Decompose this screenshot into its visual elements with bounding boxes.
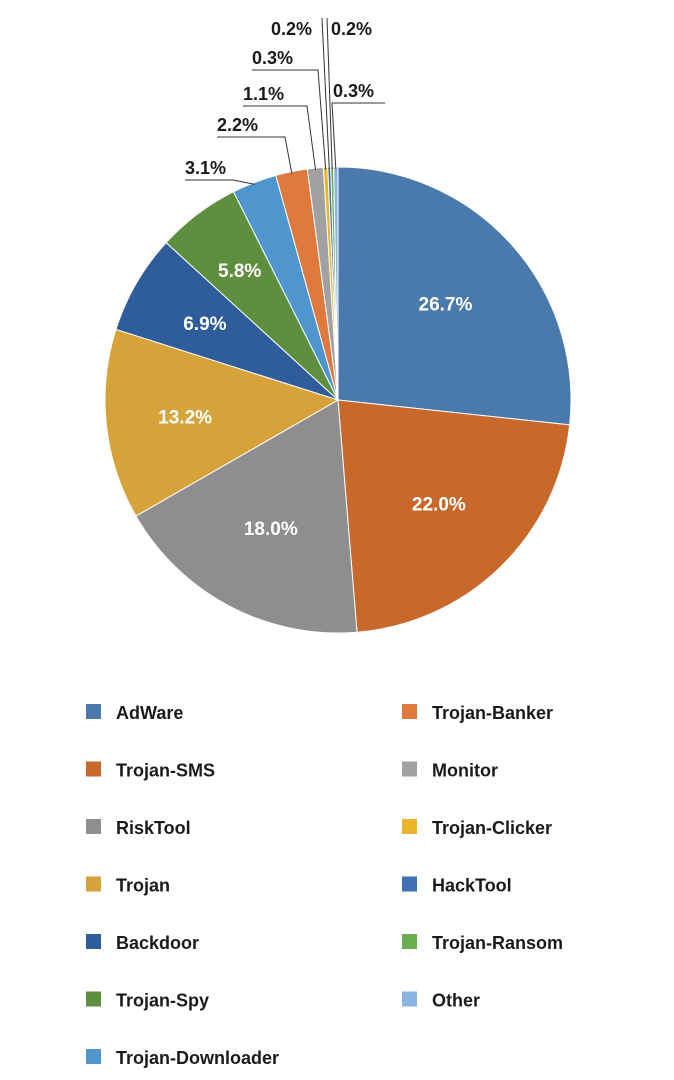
legend-label-hacktool: HackTool <box>432 876 512 896</box>
legend-item-backdoor: Backdoor <box>86 933 199 953</box>
data-label-other: 0.3% <box>333 81 374 101</box>
legend-item-trojan-sms: Trojan-SMS <box>86 761 215 781</box>
callout-line-trojan-downloader <box>185 179 256 185</box>
pie-slice-risktool <box>135 399 358 634</box>
legend-item-monitor: Monitor <box>402 761 498 781</box>
data-label-hacktool: 0.2% <box>271 19 312 39</box>
legend-item-trojan-downloader: Trojan-Downloader <box>86 1048 279 1068</box>
slice-labels: 26.7% 22.0% 18.0% 13.2% 6.9% 5.8% 3.1% 2.2% 1.1%… <box>158 19 472 540</box>
legend-label-monitor: Monitor <box>432 761 498 781</box>
legend-label-trojan-spy: Trojan-Spy <box>116 991 209 1011</box>
legend-item-adware: AdWare <box>86 703 183 723</box>
legend-label-risktool: RiskTool <box>116 818 191 838</box>
data-label-risktool: 18.0% <box>244 519 298 540</box>
legend-swatch-trojan-banker <box>402 704 417 719</box>
legend-swatch-risktool <box>86 819 101 834</box>
legend-swatch-backdoor <box>86 934 101 949</box>
legend-swatch-hacktool <box>402 876 417 892</box>
callout-line-trojan-clicker <box>252 69 327 170</box>
data-label-adware: 26.7% <box>419 294 473 315</box>
legend-swatch-trojan-ransom <box>402 934 417 949</box>
data-label-trojan-clicker: 0.3% <box>252 48 293 68</box>
callout-lines <box>185 17 385 185</box>
data-label-trojan-banker: 2.2% <box>217 115 258 135</box>
pie-slices <box>104 166 572 634</box>
legend-item-trojan-spy: Trojan-Spy <box>86 991 209 1011</box>
data-label-backdoor: 6.9% <box>183 314 226 335</box>
legend-swatch-trojan-clicker <box>402 819 417 834</box>
legend-swatch-adware <box>86 704 101 719</box>
data-label-trojan-sms: 22.0% <box>412 494 466 515</box>
legend-label-trojan-sms: Trojan-SMS <box>116 761 215 781</box>
pie-slice-trojan <box>104 328 340 517</box>
legend: AdWare Trojan-SMS RiskTool Trojan Backdoor Tr… <box>86 703 563 1068</box>
callout-line-hacktool <box>321 17 330 170</box>
legend-item-trojan-banker: Trojan-Banker <box>402 703 553 723</box>
legend-label-adware: AdWare <box>116 703 183 723</box>
data-label-trojan-ransom: 0.2% <box>331 19 372 39</box>
legend-swatch-trojan-spy <box>86 991 101 1007</box>
pie-slice-trojan-sms <box>337 399 571 633</box>
legend-item-other: Other <box>402 991 480 1011</box>
callout-line-monitor <box>243 105 317 171</box>
legend-item-trojan: Trojan <box>86 876 170 896</box>
legend-item-trojan-ransom: Trojan-Ransom <box>402 933 563 953</box>
legend-label-other: Other <box>432 991 480 1011</box>
legend-label-backdoor: Backdoor <box>116 933 199 953</box>
legend-swatch-trojan-downloader <box>86 1049 101 1064</box>
data-label-monitor: 1.1% <box>243 84 284 104</box>
legend-label-trojan-clicker: Trojan-Clicker <box>432 818 552 838</box>
callout-line-trojan-banker <box>217 136 293 174</box>
legend-label-trojan-ransom: Trojan-Ransom <box>432 933 563 953</box>
data-label-trojan-spy: 5.8% <box>218 261 261 282</box>
legend-label-trojan-downloader: Trojan-Downloader <box>116 1048 279 1068</box>
data-label-trojan-downloader: 3.1% <box>185 158 226 178</box>
legend-item-hacktool: HackTool <box>402 876 512 896</box>
legend-swatch-other <box>402 991 417 1007</box>
legend-item-trojan-clicker: Trojan-Clicker <box>402 818 552 838</box>
legend-swatch-monitor <box>402 761 417 777</box>
legend-swatch-trojan <box>86 876 101 892</box>
data-label-trojan: 13.2% <box>158 407 212 428</box>
callout-line-trojan-ransom <box>326 17 333 170</box>
legend-item-risktool: RiskTool <box>86 818 191 838</box>
legend-label-trojan-banker: Trojan-Banker <box>432 703 553 723</box>
legend-label-trojan: Trojan <box>116 876 170 896</box>
callout-line-other <box>331 102 385 170</box>
pie-slice-adware <box>337 166 572 426</box>
legend-swatch-trojan-sms <box>86 761 101 777</box>
